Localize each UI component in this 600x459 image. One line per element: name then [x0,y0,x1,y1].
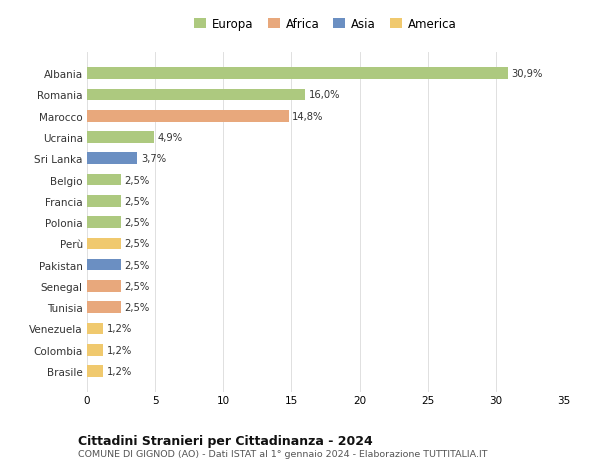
Text: 2,5%: 2,5% [124,218,150,228]
Bar [87,90,305,101]
Text: Cittadini Stranieri per Cittadinanza - 2024: Cittadini Stranieri per Cittadinanza - 2… [78,434,373,447]
Bar [87,323,103,335]
Text: 14,8%: 14,8% [292,112,323,122]
Text: 1,2%: 1,2% [107,345,132,355]
Text: 16,0%: 16,0% [308,90,340,100]
Text: 2,5%: 2,5% [124,239,150,249]
Bar [87,259,121,271]
Text: 2,5%: 2,5% [124,175,150,185]
Bar [87,217,121,229]
Text: 3,7%: 3,7% [141,154,166,164]
Text: 1,2%: 1,2% [107,366,132,376]
Text: 1,2%: 1,2% [107,324,132,334]
Text: 4,9%: 4,9% [157,133,182,143]
Bar [87,111,289,123]
Bar [87,344,103,356]
Legend: Europa, Africa, Asia, America: Europa, Africa, Asia, America [191,15,460,34]
Text: 2,5%: 2,5% [124,260,150,270]
Text: 2,5%: 2,5% [124,302,150,313]
Text: 2,5%: 2,5% [124,281,150,291]
Bar [87,68,508,80]
Text: 2,5%: 2,5% [124,196,150,207]
Bar [87,174,121,186]
Text: COMUNE DI GIGNOD (AO) - Dati ISTAT al 1° gennaio 2024 - Elaborazione TUTTITALIA.: COMUNE DI GIGNOD (AO) - Dati ISTAT al 1°… [78,449,487,458]
Text: 30,9%: 30,9% [512,69,543,79]
Bar [87,238,121,250]
Bar [87,132,154,144]
Bar [87,365,103,377]
Bar [87,280,121,292]
Bar [87,196,121,207]
Bar [87,302,121,313]
Bar [87,153,137,165]
